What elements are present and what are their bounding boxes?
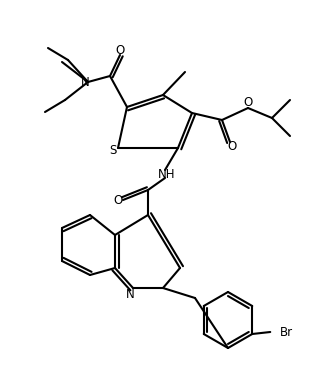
Text: N: N: [126, 288, 134, 301]
Text: N: N: [81, 76, 89, 88]
Text: NH: NH: [158, 169, 176, 182]
Text: O: O: [116, 45, 124, 58]
Text: S: S: [109, 144, 117, 157]
Text: Br: Br: [280, 326, 293, 339]
Text: O: O: [113, 194, 123, 207]
Text: O: O: [244, 96, 252, 109]
Text: O: O: [228, 141, 236, 154]
